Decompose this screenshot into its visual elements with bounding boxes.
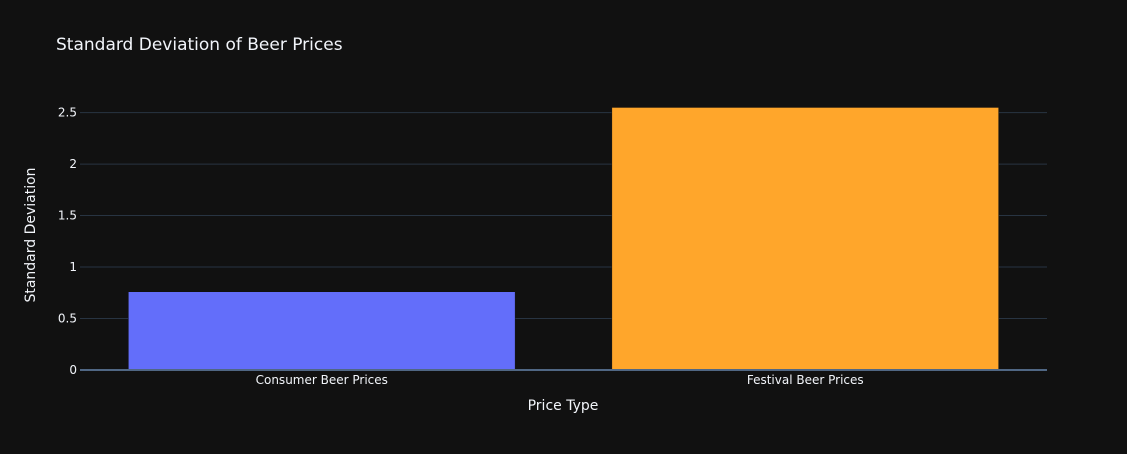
x-tick-label: Festival Beer Prices (747, 373, 864, 387)
y-tick-label: 1.5 (58, 209, 77, 223)
axes: 0 0.5 1 1.5 2 2.5 Consumer Beer Prices Festival… (58, 106, 1047, 387)
y-tick-label: 1 (69, 260, 77, 274)
y-tick-label: 0 (69, 363, 77, 377)
chart-title: Standard Deviation of Beer Prices (56, 35, 343, 55)
y-tick-label: 2.5 (58, 106, 77, 120)
y-axis-title: Standard Deviation (23, 167, 39, 302)
x-axis-title: Price Type (528, 398, 599, 414)
x-tick-label: Consumer Beer Prices (256, 373, 388, 387)
y-tick-label: 0.5 (58, 312, 77, 326)
bar[interactable] (611, 107, 999, 371)
y-tick-label: 2 (69, 157, 77, 171)
bars (128, 107, 999, 371)
bar[interactable] (128, 291, 516, 371)
